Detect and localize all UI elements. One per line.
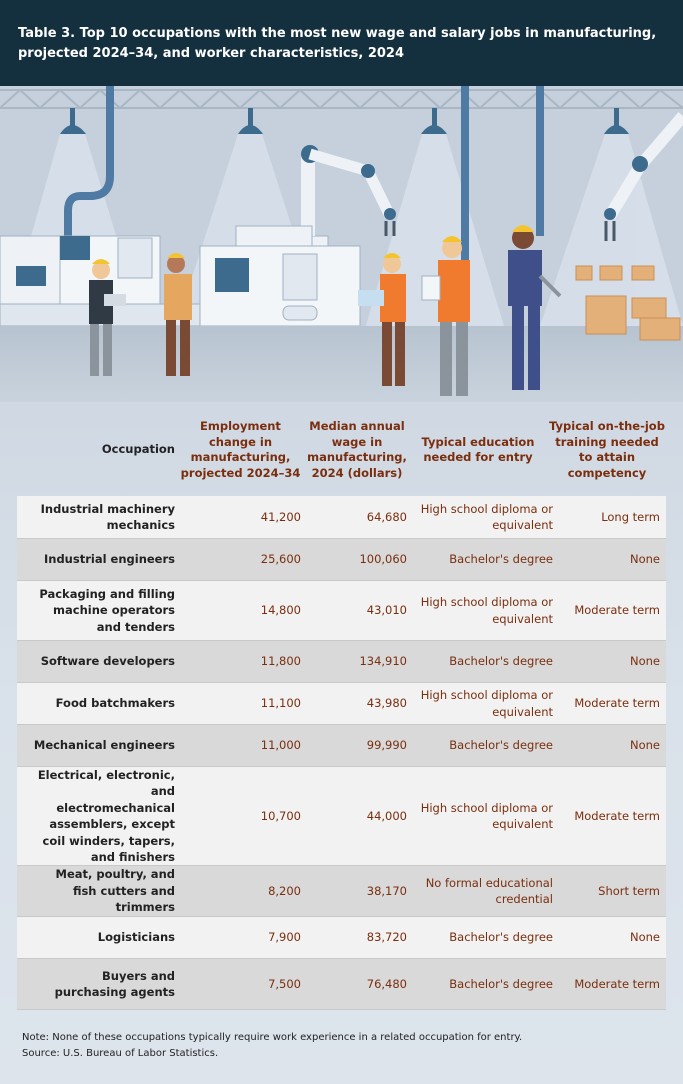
cell-education: Bachelor's degree: [449, 552, 553, 567]
machine-center: [199, 225, 361, 327]
cell-training: None: [629, 738, 660, 753]
cell-occupation: Mechanical engineers: [33, 738, 175, 753]
cell-education: High school diploma or equivalent: [420, 688, 553, 719]
cell-occupation: Buyers and purchasing agents: [54, 968, 175, 1000]
cell-median-wage: 44,000: [366, 808, 407, 823]
worker-laptop: [89, 259, 126, 376]
cell-training: Moderate term: [574, 696, 660, 711]
cell-occupation: Electrical, electronic, and electromecha…: [37, 767, 175, 865]
cell-occupation: Software developers: [40, 654, 175, 669]
cell-employment-change: 41,200: [260, 509, 301, 524]
header-training: Typical on-the-job training needed to at…: [549, 419, 665, 480]
cell-median-wage: 100,060: [359, 552, 407, 567]
factory-illustration: [0, 86, 683, 402]
table-row: Logisticians 7,900 83,720 Bachelor's degree…: [17, 917, 666, 959]
cell-education: Bachelor's degree: [449, 654, 553, 669]
cell-education: High school diploma or equivalent: [420, 800, 553, 832]
cell-occupation: Meat, poultry, and fish cutters and trim…: [55, 867, 175, 915]
footer-note: Note: None of these occupations typicall…: [22, 1032, 523, 1043]
table-row: Software developers 11,800 134,910 Bachelor…: [17, 641, 666, 683]
cell-median-wage: 99,990: [366, 738, 407, 753]
robot-arm-right: [604, 112, 683, 241]
cell-training: Moderate term: [574, 808, 660, 823]
table-row: Meat, poultry, and fish cutters and trim…: [17, 866, 666, 917]
cell-occupation: Industrial machinery mechanics: [40, 501, 175, 533]
cell-education: High school diploma or equivalent: [420, 595, 553, 626]
worker-vest: [358, 253, 406, 386]
cell-employment-change: 10,700: [260, 808, 301, 823]
worker-tablet: [164, 253, 192, 376]
cell-employment-change: 11,100: [260, 696, 301, 711]
worker-wrench: [508, 225, 562, 390]
table-row: Electrical, electronic, and electromecha…: [17, 767, 666, 866]
cell-occupation: Logisticians: [97, 930, 175, 945]
cell-training: Moderate term: [574, 603, 660, 618]
cell-employment-change: 8,200: [268, 883, 301, 898]
cell-median-wage: 38,170: [366, 883, 407, 898]
header-education: Typical education needed for entry: [421, 434, 535, 465]
cell-median-wage: 43,010: [366, 603, 407, 618]
table-row: Industrial engineers 25,600 100,060 Bachelo…: [17, 539, 666, 581]
cell-occupation: Industrial engineers: [43, 552, 175, 567]
header-median-wage: Median annual wage in manufacturing, 202…: [307, 419, 407, 480]
cardboard-boxes: [575, 265, 681, 341]
pipes: [64, 86, 544, 286]
cell-education: No formal educational credential: [425, 875, 553, 907]
header-employment-change: Employment change in manufacturing, proj…: [180, 419, 301, 480]
cell-occupation: Packaging and filling machine operators …: [39, 586, 175, 634]
cell-training: Short term: [598, 883, 660, 898]
cell-training: None: [629, 930, 660, 945]
table-row: Industrial machinery mechanics 41,200 64,6…: [17, 496, 666, 539]
table-row: Food batchmakers 11,100 43,980 High school …: [17, 683, 666, 725]
table-body: Industrial machinery mechanics 41,200 64,6…: [17, 496, 666, 1010]
cell-education: High school diploma or equivalent: [420, 501, 553, 533]
cell-employment-change: 7,500: [268, 976, 301, 991]
cell-median-wage: 43,980: [366, 696, 407, 711]
cell-employment-change: 11,800: [260, 654, 301, 669]
table-row: Mechanical engineers 11,000 99,990 Bachelor…: [17, 725, 666, 767]
ceiling-lamps: [60, 108, 629, 134]
table-row: Packaging and filling machine operators …: [17, 581, 666, 641]
cell-employment-change: 25,600: [260, 552, 301, 567]
cell-education: Bachelor's degree: [449, 976, 553, 991]
cell-education: Bachelor's degree: [449, 930, 553, 945]
cell-occupation: Food batchmakers: [55, 696, 175, 711]
table-header: Occupation Employment change in manufact…: [17, 404, 666, 496]
table-row: Buyers and purchasing agents 7,500 76,480 B…: [17, 959, 666, 1010]
cell-education: Bachelor's degree: [449, 738, 553, 753]
footer-source: Source: U.S. Bureau of Labor Statistics.: [22, 1048, 219, 1059]
header-occupation: Occupation: [101, 442, 175, 457]
cell-median-wage: 76,480: [366, 976, 407, 991]
cell-training: Moderate term: [574, 976, 660, 991]
cell-employment-change: 14,800: [260, 603, 301, 618]
table-footer: Note: None of these occupations typicall…: [22, 1030, 672, 1062]
cell-training: Long term: [601, 509, 660, 524]
cell-median-wage: 64,680: [366, 509, 407, 524]
worker-clipboard: [421, 236, 470, 396]
cell-training: None: [629, 654, 660, 669]
cell-median-wage: 83,720: [366, 930, 407, 945]
table-title: Table 3. Top 10 occupations with the mos…: [0, 0, 683, 86]
cell-training: None: [629, 552, 660, 567]
cell-employment-change: 11,000: [260, 738, 301, 753]
cell-employment-change: 7,900: [268, 930, 301, 945]
cell-median-wage: 134,910: [359, 654, 407, 669]
